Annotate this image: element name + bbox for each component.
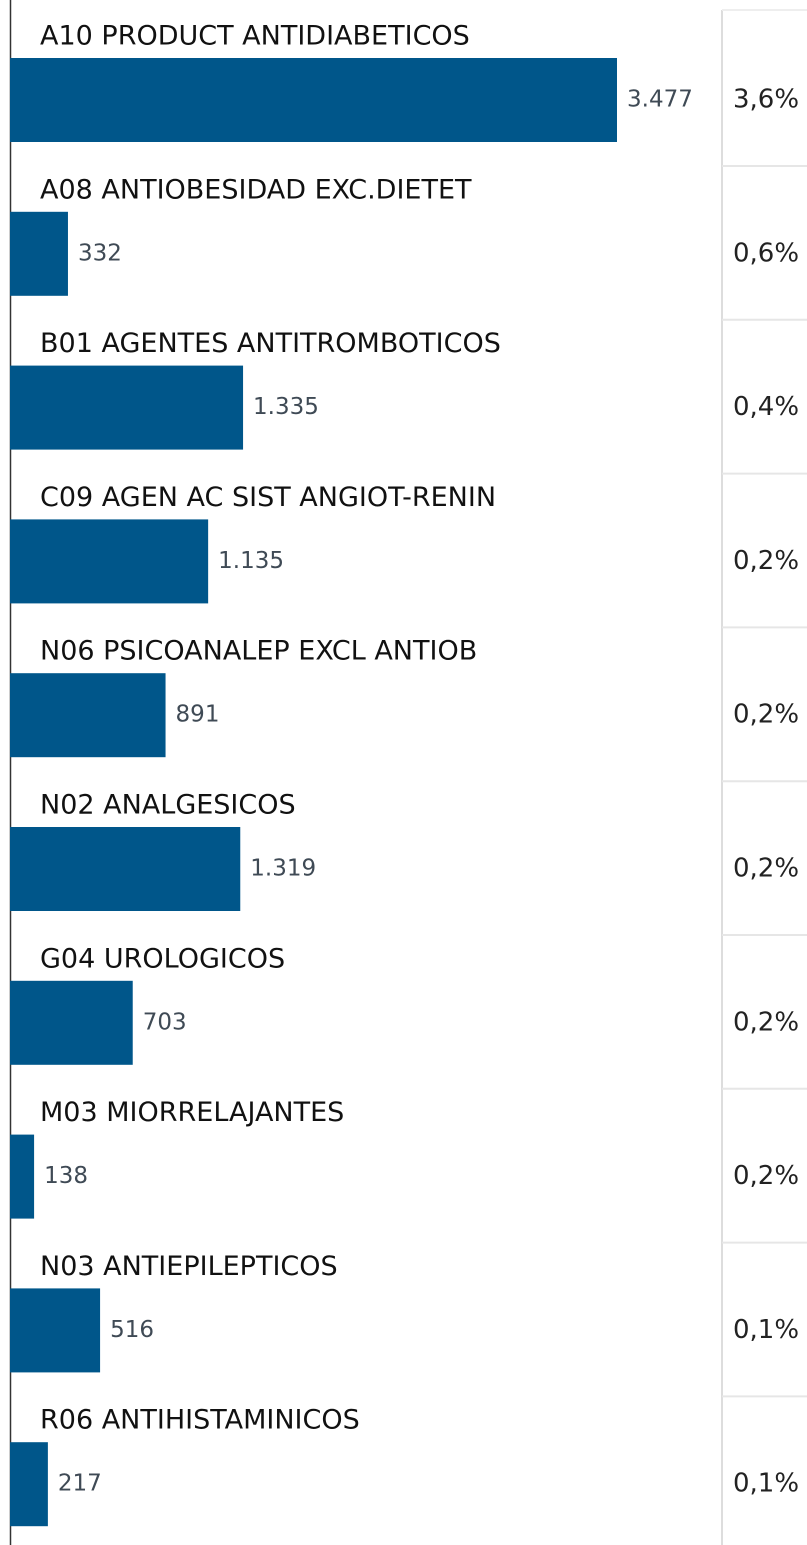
category-label: N03 ANTIEPILEPTICOS: [40, 1251, 338, 1282]
category-label: R06 ANTIHISTAMINICOS: [40, 1405, 360, 1436]
bar: [10, 365, 244, 450]
share-label: 0,6%: [733, 238, 799, 268]
category-label: C09 AGEN AC SIST ANGIOT-RENIN: [40, 482, 496, 513]
share-label: 0,4%: [733, 392, 799, 422]
bar: [10, 673, 166, 758]
category-label: A10 PRODUCT ANTIDIABETICOS: [40, 21, 470, 52]
category-label: N06 PSICOANALEP EXCL ANTIOB: [40, 636, 477, 667]
value-label: 217: [58, 1471, 102, 1497]
category-label: M03 MIORRELAJANTES: [40, 1097, 344, 1128]
category-label: N02 ANALGESICOS: [40, 790, 296, 821]
category-label: B01 AGENTES ANTITROMBOTICOS: [40, 328, 501, 359]
share-label: 3,6%: [733, 85, 799, 115]
value-label: 1.135: [218, 548, 284, 574]
share-label: 0,2%: [733, 700, 799, 730]
value-label: 703: [143, 1009, 187, 1035]
value-label: 1.335: [253, 394, 319, 420]
bar: [10, 1442, 48, 1527]
category-label: A08 ANTIOBESIDAD EXC.DIETET: [40, 174, 472, 205]
bar: [10, 827, 241, 911]
bar: [10, 1288, 101, 1373]
share-label: 0,1%: [733, 1469, 799, 1499]
share-label: 0,1%: [733, 1315, 799, 1345]
value-label: 138: [44, 1163, 88, 1189]
share-label: 0,2%: [733, 1007, 799, 1037]
bar: [10, 211, 68, 296]
share-label: 0,2%: [733, 854, 799, 884]
value-label: 516: [110, 1317, 154, 1343]
value-label: 891: [176, 702, 220, 728]
bar: [10, 980, 133, 1065]
category-label: G04 UROLOGICOS: [40, 943, 285, 974]
share-label: 0,2%: [733, 1161, 799, 1191]
bar: [10, 1134, 35, 1219]
value-label: 332: [78, 240, 122, 266]
value-label: 1.319: [250, 856, 316, 882]
bar: [10, 519, 209, 604]
share-label: 0,2%: [733, 546, 799, 576]
bar: [10, 58, 617, 142]
value-label: 3.477: [627, 87, 693, 113]
